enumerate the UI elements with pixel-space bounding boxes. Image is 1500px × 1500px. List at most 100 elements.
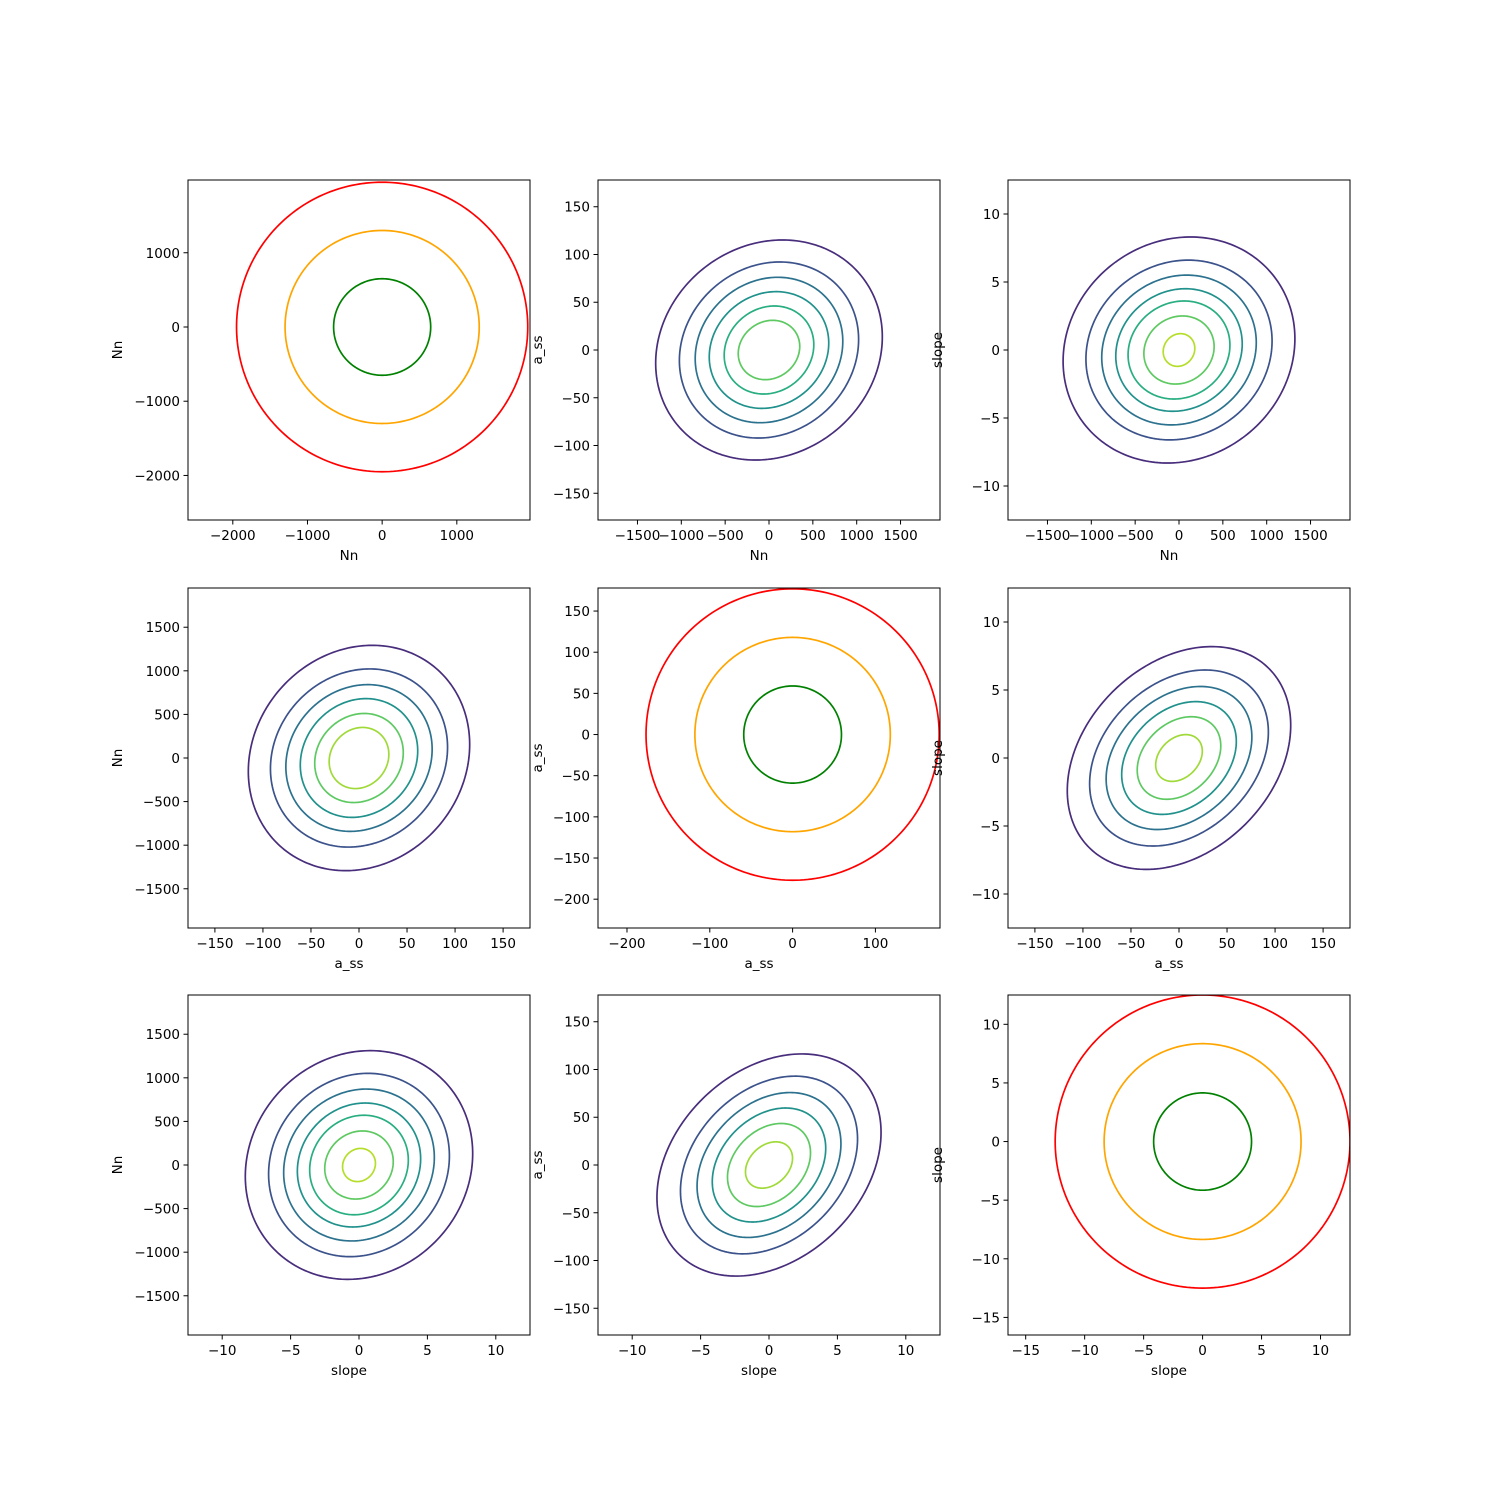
contour-level-1 (247, 644, 471, 872)
x-tick-label: 500 (1210, 528, 1236, 544)
x-tick-label: −1000 (1068, 528, 1114, 544)
contour-level-4 (711, 1107, 827, 1223)
contour-group (1054, 995, 1350, 1289)
y-tick-label: −500 (143, 795, 180, 811)
contour-level-2 (679, 1075, 859, 1255)
x-tick-label: 50 (398, 936, 415, 952)
x-tick-label: 0 (1175, 936, 1184, 952)
y-tick-label: 1500 (146, 1027, 180, 1043)
x-tick-label: −1500 (615, 528, 661, 544)
y-axis-label: Nn (110, 341, 126, 360)
y-tick-label: −150 (553, 851, 590, 867)
y-tick-label: −2000 (134, 468, 180, 484)
contour-level-2 (269, 668, 449, 848)
x-tick-label: −150 (1016, 936, 1053, 952)
y-tick-label: −10 (972, 1252, 1001, 1268)
contour-level-4 (296, 1102, 422, 1228)
y-tick-label: 0 (171, 1158, 180, 1174)
contour-level-2 (1085, 259, 1273, 441)
y-tick-label: 0 (991, 751, 1000, 767)
contour-level-2 (267, 1072, 451, 1258)
axes-frame (187, 179, 531, 521)
y-axis-label: a_ss (530, 743, 546, 772)
x-tick-label: −5 (1134, 1343, 1154, 1359)
x-tick-label: 1000 (1250, 528, 1284, 544)
contour-level-3 (694, 276, 844, 424)
axes-frame (597, 587, 941, 929)
y-tick-label: 0 (581, 728, 590, 744)
y-tick-label: 50 (573, 686, 590, 702)
contour-level-2 (284, 229, 481, 425)
y-tick-label: 0 (581, 343, 590, 359)
y-tick-label: −5 (980, 819, 1000, 835)
x-tick-label: −5 (691, 1343, 711, 1359)
y-tick-label: −150 (553, 1301, 590, 1317)
y-axis-label: a_ss (530, 335, 546, 364)
contour-level-2 (694, 636, 892, 833)
x-tick-label: 500 (800, 528, 826, 544)
panel-1-1: −2000 −1000 0 1000 −2000 −1000 0 1000 Nn Nn (110, 179, 531, 564)
contour-level-3 (285, 683, 433, 833)
y-tick-label: 150 (564, 604, 590, 620)
y-tick-label: −10 (972, 479, 1001, 495)
y-tick-label: 0 (581, 1158, 590, 1174)
contour-level-1 (1066, 645, 1292, 871)
contour-level-5 (313, 712, 405, 804)
x-tick-label: −1000 (658, 528, 704, 544)
contour-level-5 (1127, 300, 1231, 400)
x-axis-label: a_ss (334, 956, 363, 972)
x-tick-label: 10 (487, 1343, 504, 1359)
y-axis-label: slope (930, 740, 946, 776)
y-tick-label: −15 (972, 1310, 1001, 1326)
contour-level-1 (244, 1049, 474, 1281)
contour-level-7 (1162, 332, 1196, 368)
panel-3-1: −10 −5 0 5 10 −1500 −1000 −500 0 500 1000 1500 slope… (110, 994, 531, 1379)
y-tick-label: −5 (980, 1193, 1000, 1209)
x-tick-label: −500 (1117, 528, 1154, 544)
x-tick-label: 50 (1218, 936, 1235, 952)
x-tick-label: −50 (297, 936, 326, 952)
x-tick-label: 0 (378, 528, 387, 544)
contour-level-7 (341, 1147, 377, 1183)
y-tick-label: −50 (562, 391, 591, 407)
contour-group (235, 181, 529, 473)
contour-level-6 (323, 1130, 395, 1200)
contour-group (247, 644, 471, 872)
x-tick-label: 0 (1198, 1343, 1207, 1359)
contour-level-3 (1100, 274, 1258, 426)
x-axis-label: a_ss (1154, 956, 1183, 972)
contour-level-4 (299, 697, 419, 819)
x-tick-label: −100 (691, 936, 728, 952)
contour-level-1 (1062, 236, 1296, 464)
contour-level-3 (1152, 1092, 1253, 1192)
x-axis-label: slope (741, 1363, 777, 1379)
contour-group (645, 588, 940, 882)
y-tick-label: 0 (171, 751, 180, 767)
y-tick-label: 500 (154, 707, 180, 723)
x-tick-label: 1500 (1293, 528, 1327, 544)
x-axis-label: slope (1151, 1363, 1187, 1379)
contour-level-6 (744, 1140, 794, 1190)
y-tick-label: −1000 (134, 1245, 180, 1261)
x-tick-label: 10 (897, 1343, 914, 1359)
y-tick-label: 150 (564, 1015, 590, 1031)
x-tick-label: −10 (1070, 1343, 1099, 1359)
y-tick-label: 100 (564, 645, 590, 661)
y-tick-label: −100 (553, 810, 590, 826)
y-tick-label: −100 (553, 439, 590, 455)
x-tick-label: 0 (355, 1343, 364, 1359)
contour-level-5 (726, 1122, 812, 1208)
y-tick-label: 1000 (146, 1071, 180, 1087)
x-tick-label: 5 (423, 1343, 432, 1359)
y-tick-label: 5 (991, 683, 1000, 699)
contour-group (1062, 236, 1296, 464)
y-tick-label: 1000 (146, 246, 180, 262)
y-tick-label: 150 (564, 200, 590, 216)
x-tick-label: 150 (490, 936, 516, 952)
contour-level-2 (1103, 1042, 1302, 1241)
y-tick-label: −1000 (134, 394, 180, 410)
x-tick-label: 1500 (883, 528, 917, 544)
contour-level-4 (1120, 700, 1238, 816)
